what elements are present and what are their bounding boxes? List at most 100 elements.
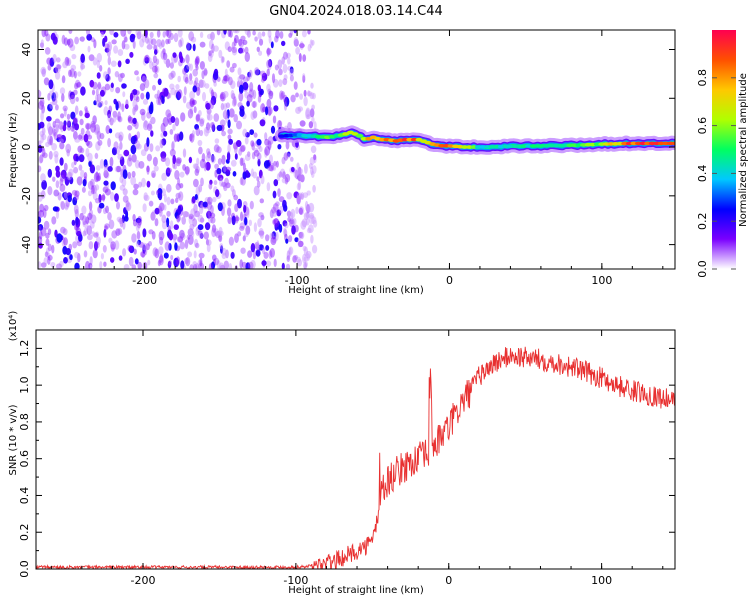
noise-cell bbox=[67, 38, 74, 48]
noise-cell bbox=[119, 156, 125, 167]
noise-cell bbox=[206, 243, 211, 253]
noise-cell bbox=[197, 139, 203, 147]
noise-cell bbox=[49, 57, 55, 67]
noise-cell bbox=[297, 106, 303, 112]
noise-cell bbox=[298, 240, 304, 248]
noise-cell bbox=[55, 210, 60, 220]
noise-cell bbox=[43, 204, 49, 212]
noise-cell bbox=[190, 36, 197, 43]
spectrogram-y-tick-label: -40 bbox=[20, 236, 33, 254]
noise-cell bbox=[65, 248, 71, 256]
noise-cell bbox=[311, 170, 315, 178]
noise-cell bbox=[197, 224, 204, 231]
noise-cell bbox=[91, 89, 96, 96]
noise-cell bbox=[216, 260, 221, 269]
noise-cell bbox=[223, 164, 227, 173]
noise-cell bbox=[234, 233, 239, 244]
noise-cell bbox=[38, 140, 42, 147]
noise-cell bbox=[198, 230, 204, 239]
noise-cell bbox=[122, 169, 128, 180]
noise-cell bbox=[244, 91, 249, 99]
noise-cell bbox=[71, 162, 75, 169]
noise-cell bbox=[99, 30, 106, 35]
noise-cell bbox=[312, 184, 316, 193]
noise-cell bbox=[203, 231, 209, 240]
noise-cell bbox=[283, 227, 287, 235]
noise-cell bbox=[216, 146, 222, 154]
noise-cell bbox=[162, 48, 166, 55]
noise-cell bbox=[142, 120, 149, 131]
noise-cell bbox=[72, 241, 78, 249]
noise-cell bbox=[293, 39, 299, 47]
noise-cell bbox=[218, 49, 223, 59]
noise-cell bbox=[78, 164, 83, 171]
noise-cell bbox=[62, 105, 68, 112]
noise-cell bbox=[151, 210, 155, 220]
noise-cell bbox=[40, 190, 46, 199]
snr-x-tick-label: -200 bbox=[131, 574, 156, 587]
noise-cell bbox=[295, 46, 300, 55]
noise-cell bbox=[229, 30, 233, 38]
noise-cell bbox=[39, 97, 45, 107]
noise-cell bbox=[170, 70, 176, 79]
noise-cell bbox=[232, 62, 237, 69]
noise-cell bbox=[210, 31, 215, 41]
noise-cell bbox=[244, 154, 251, 161]
noise-cell bbox=[313, 121, 317, 130]
noise-cell bbox=[300, 231, 304, 239]
noise-cell bbox=[165, 30, 170, 37]
noise-cell bbox=[257, 218, 262, 228]
noise-cell bbox=[74, 209, 79, 219]
noise-cell bbox=[107, 109, 111, 119]
noise-cell bbox=[63, 257, 68, 264]
noise-cell bbox=[189, 223, 195, 230]
noise-cell bbox=[121, 83, 127, 89]
noise-cell bbox=[110, 191, 115, 201]
noise-cell bbox=[107, 41, 112, 52]
noise-cell bbox=[181, 216, 186, 225]
noise-cell bbox=[179, 37, 184, 47]
noise-cell bbox=[163, 252, 169, 259]
snr-y-axis-label: SNR (10 * v/v) bbox=[8, 404, 19, 475]
noise-cell bbox=[234, 153, 238, 160]
noise-cell bbox=[62, 61, 68, 69]
noise-cell bbox=[242, 235, 246, 242]
noise-cell bbox=[272, 190, 277, 199]
noise-cell bbox=[87, 152, 93, 162]
spectrogram-noise-cells bbox=[38, 30, 318, 269]
noise-cell bbox=[106, 48, 111, 57]
noise-cell bbox=[142, 228, 147, 238]
spectrogram-frame bbox=[37, 29, 676, 270]
noise-cell bbox=[238, 39, 245, 48]
noise-cell bbox=[161, 172, 167, 181]
noise-cell bbox=[250, 140, 255, 147]
noise-cell bbox=[199, 257, 203, 267]
noise-cell bbox=[75, 216, 79, 226]
noise-cell bbox=[267, 136, 274, 145]
noise-cell bbox=[119, 103, 124, 110]
noise-cell bbox=[269, 209, 274, 219]
noise-cell bbox=[154, 64, 158, 75]
noise-cell bbox=[173, 257, 180, 268]
noise-cell bbox=[41, 68, 46, 77]
noise-cell bbox=[127, 125, 133, 131]
noise-cell bbox=[213, 81, 217, 87]
noise-cell bbox=[103, 180, 109, 186]
noise-cell bbox=[165, 38, 170, 45]
noise-cell bbox=[289, 74, 294, 82]
noise-cell bbox=[79, 110, 83, 117]
noise-cell bbox=[55, 123, 59, 133]
noise-cell bbox=[257, 158, 261, 167]
noise-cell bbox=[157, 78, 162, 86]
noise-cell bbox=[286, 52, 291, 59]
noise-cell bbox=[216, 168, 222, 175]
noise-cell bbox=[201, 153, 206, 162]
noise-cell bbox=[302, 253, 307, 264]
noise-cell bbox=[40, 39, 44, 49]
snr-line bbox=[36, 346, 675, 569]
noise-cell bbox=[175, 157, 182, 164]
noise-cell bbox=[90, 120, 96, 128]
noise-cell bbox=[228, 263, 233, 269]
noise-cell bbox=[178, 39, 183, 48]
noise-cell bbox=[215, 189, 220, 198]
